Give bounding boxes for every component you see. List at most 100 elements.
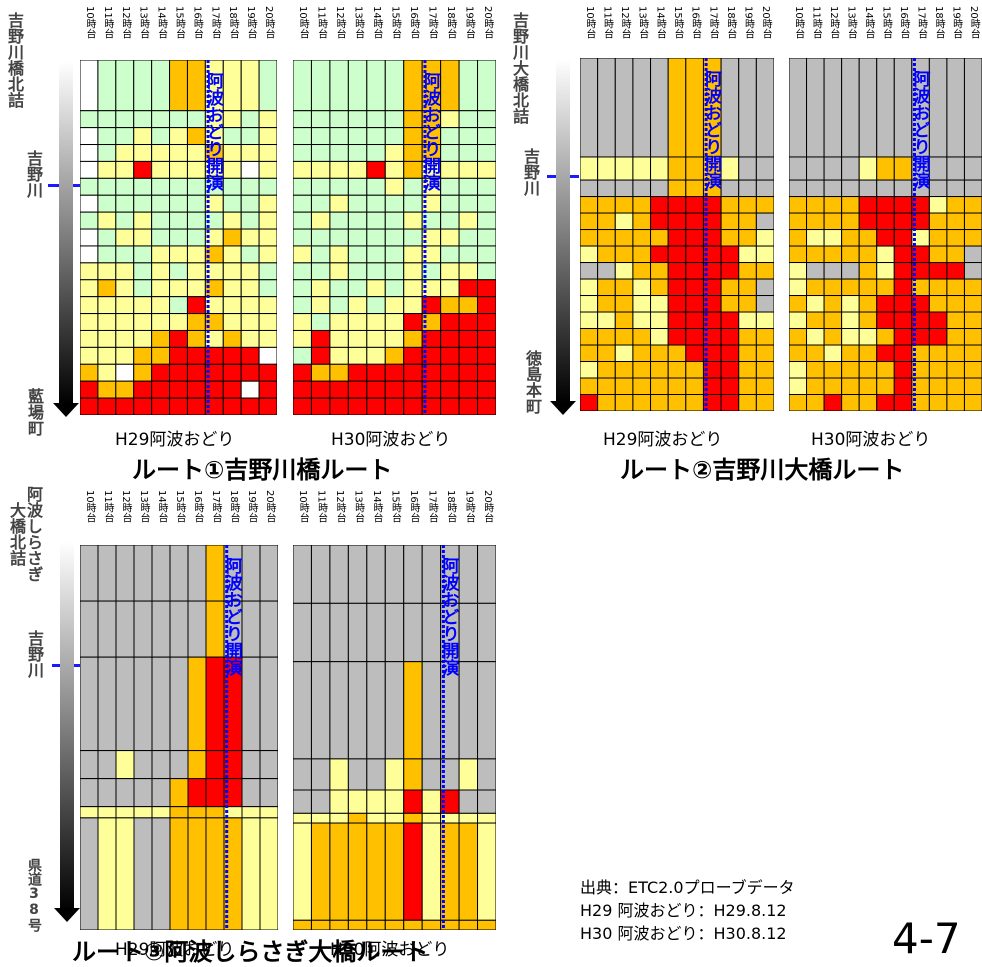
heatmap-cell (440, 110, 460, 129)
heatmap-cell (186, 262, 206, 281)
heatmap-cell (893, 344, 913, 363)
heatmap-cell (97, 313, 117, 331)
heatmap-cell (738, 328, 757, 346)
heatmap-cell (421, 812, 442, 824)
route1-start-label-text: 吉野川橋北詰 (5, 12, 24, 108)
hour-label: 15時台 (880, 6, 892, 39)
heatmap-cell (169, 262, 188, 281)
heatmap-cell (115, 262, 135, 281)
heatmap-cell (384, 919, 405, 930)
heatmap-cell (240, 228, 260, 247)
heatmap-cell (963, 328, 982, 346)
heatmap-cell (614, 196, 634, 214)
heatmap-cell (650, 295, 669, 313)
heatmap-cell (928, 394, 948, 411)
heatmap-cell (403, 397, 423, 415)
heatmap-cell (876, 156, 895, 181)
route2-direction-arrowhead (550, 401, 576, 415)
heatmap-cell (186, 211, 206, 230)
source-note: 出典：ETC2.0プローブデータ H29 阿波おどり：H29.8.12 H30 … (580, 876, 795, 945)
heatmap-cell (421, 661, 442, 760)
heatmap-cell (789, 196, 808, 214)
hour-label: 17時台 (915, 6, 927, 39)
heatmap-cell (347, 110, 368, 129)
heatmap-cell (477, 177, 496, 196)
heatmap-cell (458, 789, 479, 814)
heatmap-cell (222, 177, 242, 196)
heatmap-cell (893, 311, 913, 330)
heatmap-cell (80, 600, 99, 658)
heatmap-cell (222, 262, 242, 281)
event-start-label: 阿波おどり開演 (438, 557, 459, 677)
hour-label: 17時台 (707, 6, 719, 39)
heatmap-cell (151, 778, 171, 808)
heatmap-cell (384, 346, 405, 365)
heatmap-cell (293, 919, 312, 930)
heatmap-cell (97, 60, 117, 112)
heatmap-cell (293, 363, 312, 382)
heatmap-cell (963, 278, 982, 297)
heatmap-cell (169, 279, 188, 298)
heatmap-cell (440, 363, 460, 382)
heatmap-cell (841, 245, 860, 264)
heatmap-cell (963, 394, 982, 411)
heatmap-cell (347, 211, 368, 230)
heatmap-cell (614, 245, 634, 264)
heatmap-cell (685, 394, 704, 411)
hour-label: 10時台 (792, 6, 804, 39)
heatmap-cell (893, 212, 913, 231)
heatmap-cell (403, 545, 423, 604)
heatmap-cell (80, 329, 99, 348)
heatmap-cell (169, 211, 188, 230)
hour-label: 12時台 (619, 6, 631, 39)
hour-label: 11時台 (601, 6, 613, 39)
heatmap-cell (632, 344, 652, 363)
heatmap-cell (259, 545, 278, 602)
heatmap-cell (241, 656, 261, 752)
heatmap-cell (720, 156, 740, 181)
heatmap-cell (293, 602, 312, 663)
heatmap-cell (806, 245, 825, 264)
event-start-label: 阿波おどり開演 (909, 70, 930, 190)
route1-h30-hour-axis: 10時台 11時台 12時台 13時台 14時台 15時台 16時台 17時台 18時台 19時台… (293, 6, 496, 60)
heatmap-cell (841, 361, 860, 379)
heatmap-cell (440, 296, 460, 315)
heatmap-cell (80, 228, 99, 247)
route2-start-label-text: 吉野川大橋北詰 (510, 12, 529, 124)
hour-label: 16時台 (191, 6, 203, 39)
heatmap-cell (421, 789, 442, 814)
heatmap-cell (151, 245, 171, 264)
heatmap-cell (755, 58, 774, 158)
heatmap-cell (151, 228, 171, 247)
event-start-label: 阿波おどり開演 (420, 72, 441, 192)
heatmap-cell (240, 296, 260, 315)
heatmap-cell (738, 344, 757, 363)
heatmap-cell (97, 228, 117, 247)
heatmap-cell (80, 817, 99, 930)
heatmap-cell (580, 196, 599, 214)
heatmap-cell (685, 311, 704, 330)
heatmap-cell (477, 397, 496, 415)
heatmap-cell (806, 311, 825, 330)
heatmap-cell (169, 806, 189, 819)
heatmap-cell (858, 179, 878, 198)
heatmap-cell (115, 279, 135, 298)
heatmap-cell (597, 361, 616, 379)
heatmap-cell (858, 278, 878, 297)
hour-label: 13時台 (352, 490, 364, 523)
heatmap-cell (458, 177, 479, 196)
heatmap-cell (823, 212, 843, 231)
heatmap-cell (477, 346, 496, 365)
heatmap-cell (329, 127, 349, 146)
heatmap-cell (738, 58, 757, 158)
heatmap-cell (97, 194, 117, 213)
route3-h30-heatmap: 阿波おどり開演 (293, 545, 496, 930)
heatmap-cell (366, 329, 386, 348)
hour-label: 12時台 (334, 490, 346, 523)
heatmap-cell (222, 127, 242, 146)
heatmap-cell (841, 58, 860, 158)
heatmap-cell (384, 789, 405, 814)
heatmap-cell (946, 328, 965, 346)
heatmap-cell (789, 58, 808, 158)
hour-label: 15時台 (173, 6, 185, 39)
